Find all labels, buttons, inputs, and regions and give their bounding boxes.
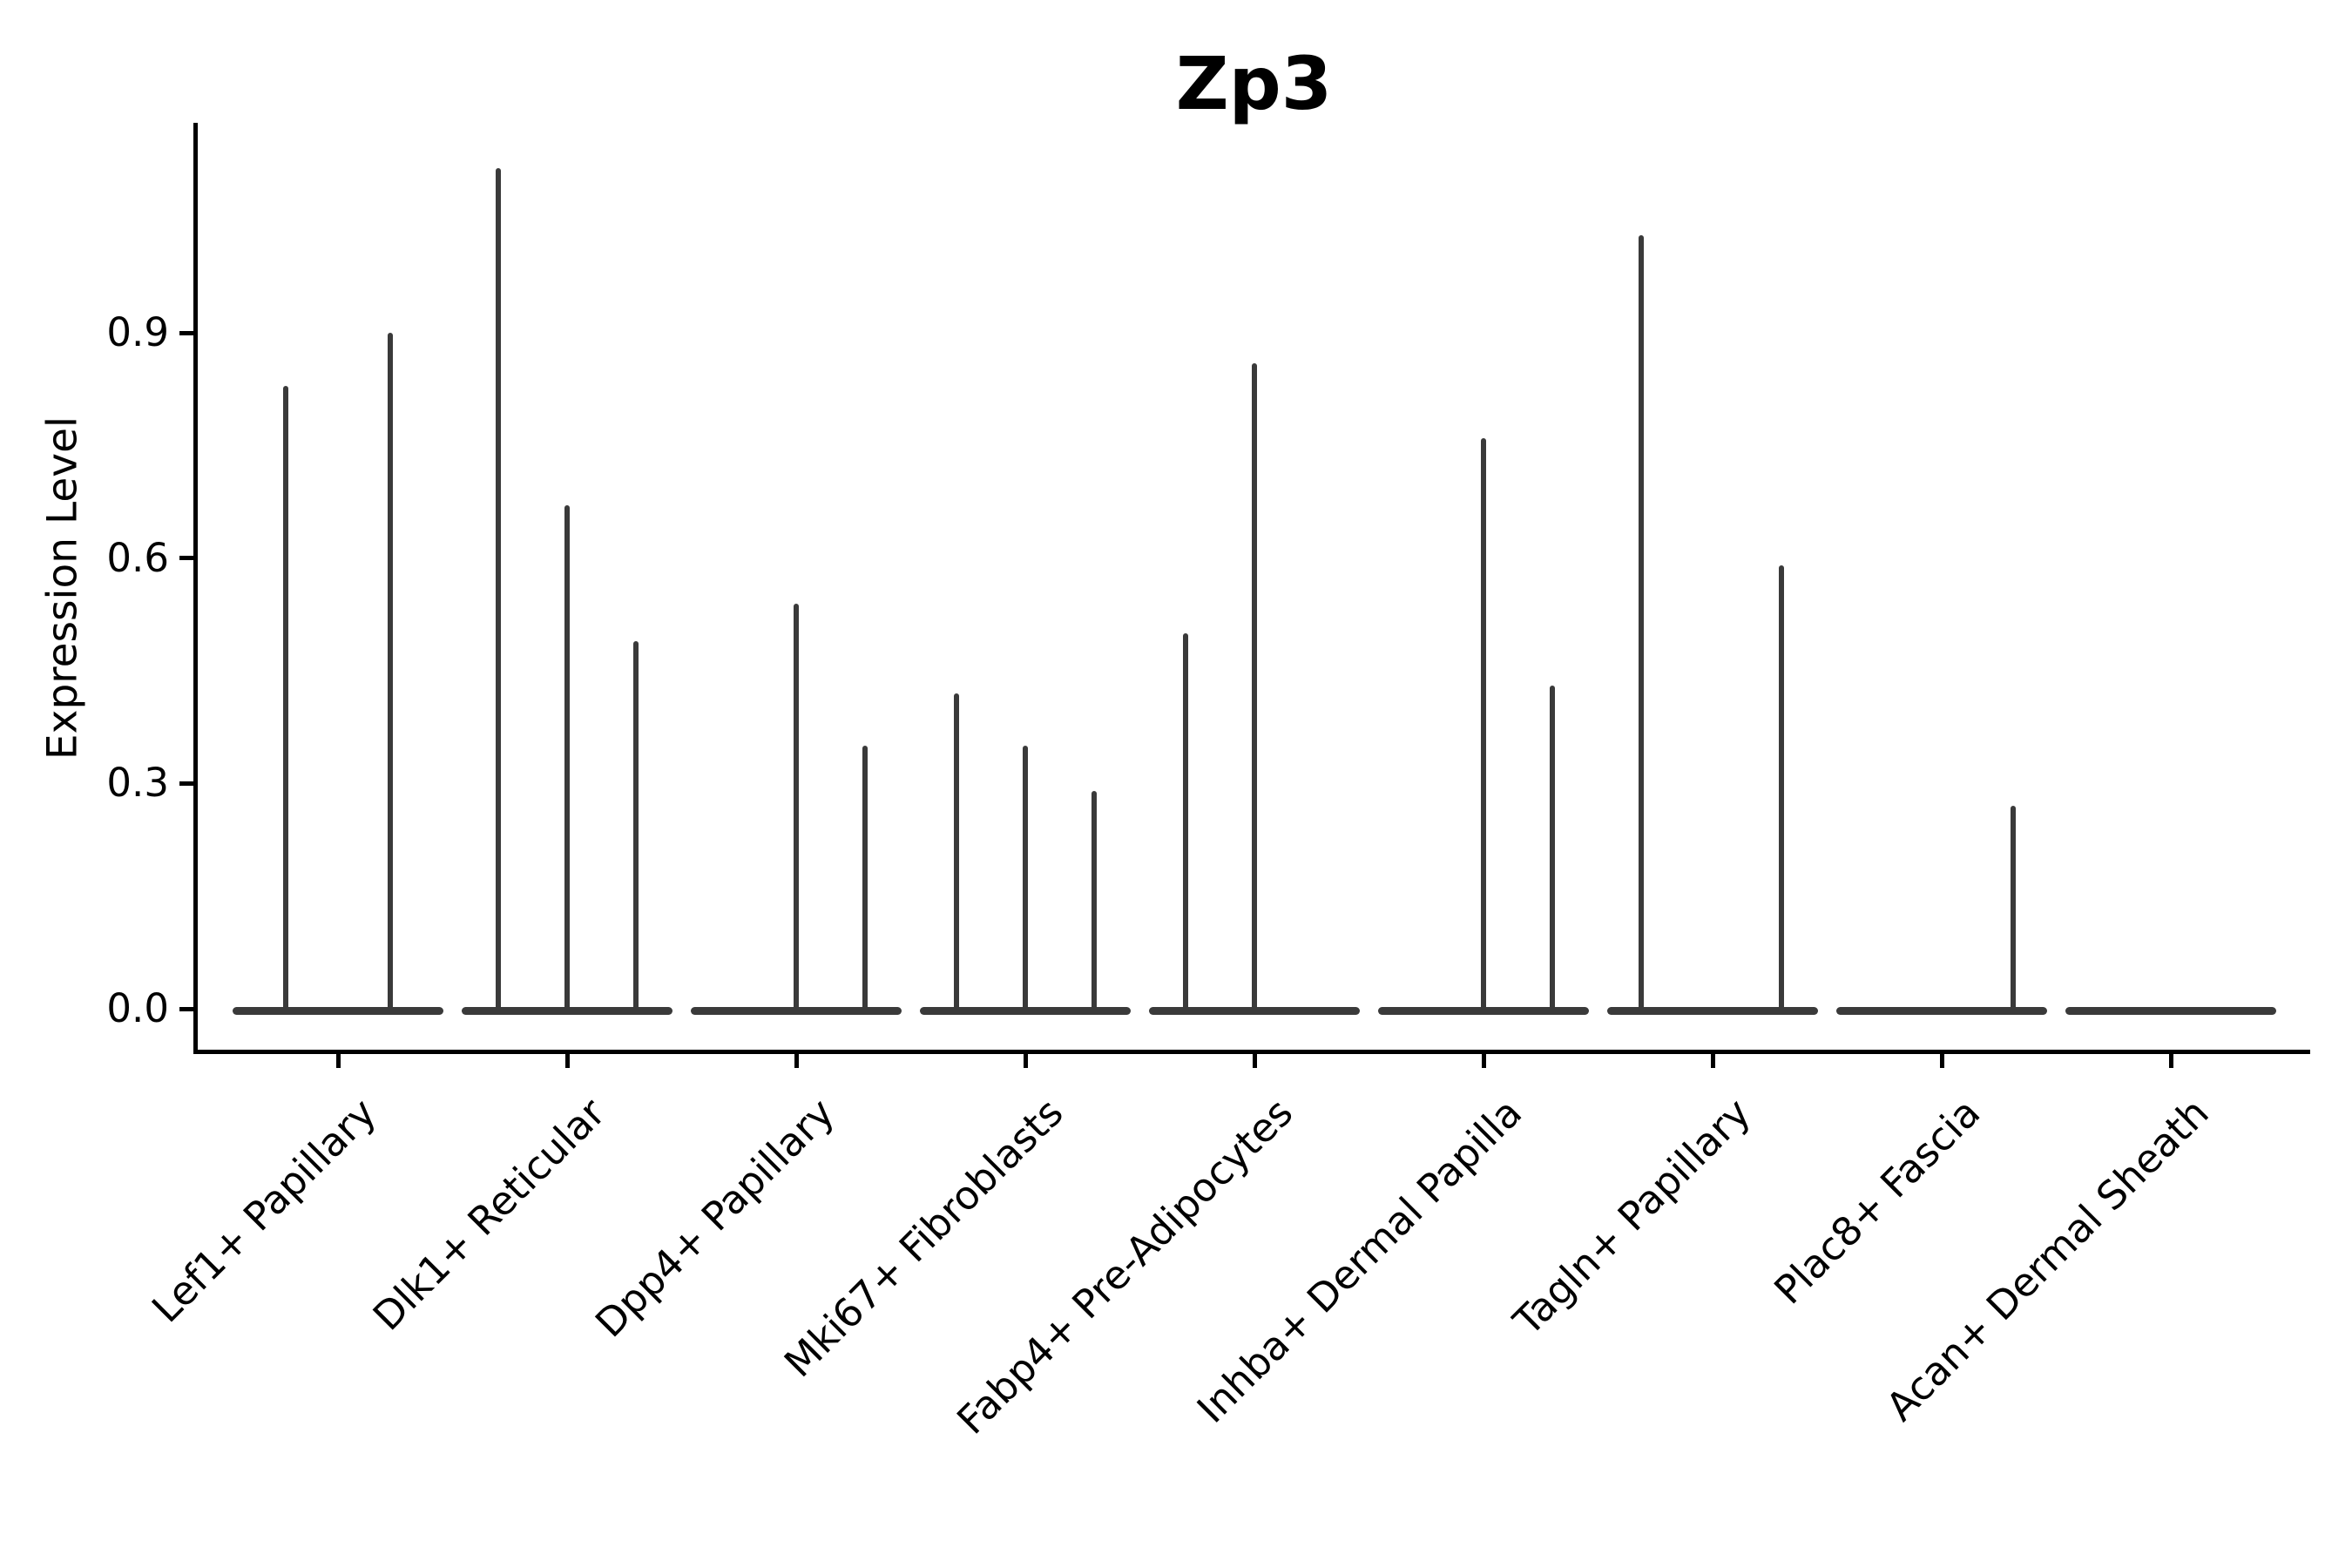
chart-title: Zp3	[1175, 41, 1333, 126]
y-tick-mark	[179, 556, 193, 561]
violin-band	[2065, 1006, 2276, 1015]
x-tick-label-dpp4-papillary: Dpp4+ Papillary	[586, 1089, 844, 1347]
y-tick-label: 0.9	[106, 309, 169, 356]
violin-band	[1607, 1006, 1818, 1015]
y-tick-mark	[179, 781, 193, 786]
y-tick-mark	[179, 330, 193, 335]
x-tick-mark	[2168, 1054, 2173, 1068]
violin-spike	[862, 746, 868, 1011]
y-tick-label: 0.0	[106, 985, 169, 1031]
x-axis-spine	[193, 1050, 2310, 1054]
violin-spike	[1549, 686, 1555, 1011]
x-tick-mark	[1252, 1054, 1257, 1068]
x-tick-mark	[1481, 1054, 1486, 1068]
y-axis-label: Expression Level	[38, 416, 87, 760]
x-tick-mark	[794, 1054, 799, 1068]
y-tick-label: 0.6	[106, 534, 169, 581]
x-tick-label-plac8-fascia: Plac8+ Fascia	[1765, 1089, 1990, 1314]
violin-band	[233, 1006, 443, 1015]
x-tick-mark	[335, 1054, 341, 1068]
y-tick-mark	[179, 1006, 193, 1011]
x-tick-mark	[1023, 1054, 1028, 1068]
violin-spike	[1183, 633, 1189, 1011]
violin-band	[1836, 1006, 2047, 1015]
violin-spike	[1481, 437, 1486, 1011]
violin-spike	[564, 505, 570, 1011]
x-tick-mark	[564, 1054, 570, 1068]
y-tick-label: 0.3	[106, 760, 169, 807]
x-tick-label-lef1-papillary: Lef1+ Papillary	[143, 1089, 386, 1332]
violin-spike	[1252, 362, 1257, 1011]
violin-spike	[794, 603, 799, 1011]
x-tick-mark	[1939, 1054, 1944, 1068]
violin-spike	[496, 167, 502, 1011]
violin-spike	[388, 333, 394, 1011]
violin-spike	[1023, 746, 1028, 1011]
violin-spike	[1778, 565, 1784, 1011]
violin-spike	[954, 693, 960, 1011]
violin-spike	[1639, 235, 1645, 1011]
violin-spike	[632, 640, 639, 1011]
violin-spike	[282, 385, 288, 1011]
y-axis-spine	[193, 123, 198, 1053]
violin-spike	[2010, 806, 2016, 1011]
violin-spike	[1091, 791, 1097, 1011]
x-tick-label-tagln-papillary: Tagln+ Papillary	[1504, 1089, 1761, 1345]
x-tick-label-dlk1-reticular: Dlk1+ Reticular	[364, 1089, 615, 1340]
x-tick-mark	[1710, 1054, 1715, 1068]
